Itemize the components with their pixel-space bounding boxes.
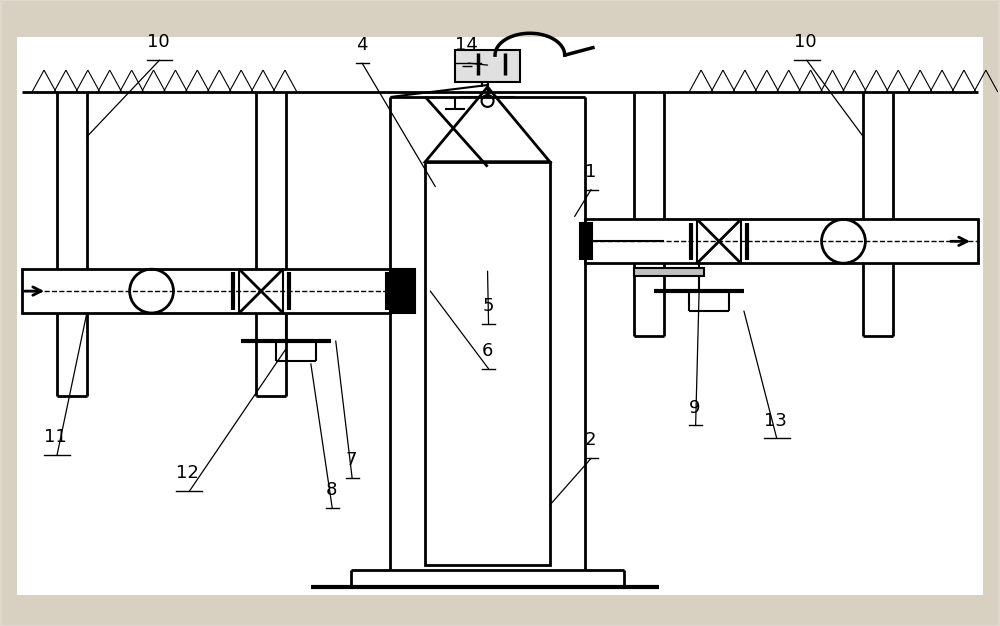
Text: 5: 5 xyxy=(482,297,494,315)
Text: 13: 13 xyxy=(764,411,787,429)
Bar xyxy=(634,268,704,276)
Text: 12: 12 xyxy=(176,464,199,482)
Text: 10: 10 xyxy=(147,33,169,51)
Text: 1: 1 xyxy=(585,163,596,181)
Text: 7: 7 xyxy=(346,451,357,470)
Text: 14: 14 xyxy=(455,36,478,54)
Text: 6: 6 xyxy=(482,342,493,360)
Text: 8: 8 xyxy=(326,481,337,499)
Bar xyxy=(390,269,415,313)
Bar xyxy=(585,220,978,263)
Text: 11: 11 xyxy=(44,428,67,446)
Bar xyxy=(22,269,390,313)
Text: 4: 4 xyxy=(356,36,367,54)
Text: 2: 2 xyxy=(585,431,596,449)
Text: 10: 10 xyxy=(794,33,816,51)
Bar xyxy=(386,273,397,309)
Bar xyxy=(425,162,550,565)
Text: 9: 9 xyxy=(689,399,701,416)
Bar xyxy=(580,223,592,259)
Bar xyxy=(455,50,520,82)
Bar xyxy=(17,37,983,595)
